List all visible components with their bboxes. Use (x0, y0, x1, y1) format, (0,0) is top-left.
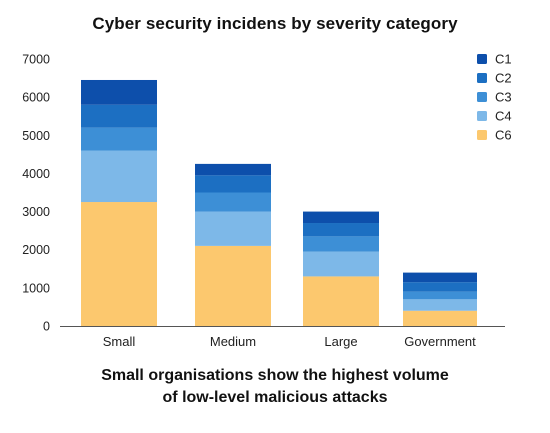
y-tick-label-4: 4000 (22, 167, 50, 181)
legend-swatch-c6 (477, 130, 487, 140)
caption-line-2: of low-level malicious attacks (162, 389, 388, 406)
y-tick-label-2: 2000 (22, 243, 50, 257)
bars (81, 79, 477, 326)
bar-large-c3 (303, 236, 379, 252)
legend-swatch-c2 (477, 73, 487, 83)
y-axis: 0 1000 2000 3000 4000 5000 6000 7000 (22, 53, 50, 334)
legend: C1 C2 C3 C4 C6 (477, 52, 512, 143)
bar-large-c4 (303, 251, 379, 277)
bar-large-c1 (303, 211, 379, 224)
bar-small-c1 (81, 79, 157, 105)
bar-medium-c1 (195, 163, 271, 176)
y-tick-label-0: 0 (43, 320, 50, 334)
bar-large-c6 (303, 276, 379, 326)
y-tick-label-6: 6000 (22, 91, 50, 105)
bar-government-c1 (403, 272, 477, 283)
bar-large-c2 (303, 223, 379, 237)
caption-line-1: Small organisations show the highest vol… (101, 367, 449, 384)
x-tick-label-government: Government (404, 334, 476, 349)
legend-label-c6: C6 (495, 128, 512, 143)
chart-caption: Small organisations show the highest vol… (0, 365, 550, 409)
legend-label-c4: C4 (495, 109, 512, 124)
legend-label-c3: C3 (495, 90, 512, 105)
legend-swatch-c3 (477, 92, 487, 102)
x-tick-label-small: Small (103, 334, 136, 349)
bar-small-c6 (81, 202, 157, 326)
x-axis: Small Medium Large Government (60, 326, 505, 349)
bar-medium-c2 (195, 175, 271, 193)
bar-government-c6 (403, 310, 477, 326)
y-tick-label-1: 1000 (22, 281, 50, 295)
legend-label-c1: C1 (495, 52, 512, 67)
y-tick-label-5: 5000 (22, 129, 50, 143)
bar-government-c4 (403, 299, 477, 311)
x-tick-label-medium: Medium (210, 334, 256, 349)
bar-small-c2 (81, 104, 157, 128)
bar-medium-c6 (195, 245, 271, 326)
legend-label-c2: C2 (495, 71, 512, 86)
legend-swatch-c1 (477, 54, 487, 64)
legend-swatch-c4 (477, 111, 487, 121)
x-tick-label-large: Large (324, 334, 357, 349)
bar-government-c2 (403, 282, 477, 292)
bar-medium-c3 (195, 192, 271, 212)
bar-government-c3 (403, 291, 477, 300)
bar-small-c3 (81, 127, 157, 151)
bar-medium-c4 (195, 211, 271, 246)
chart-title: Cyber security incidens by severity cate… (92, 14, 458, 33)
bar-small-c4 (81, 150, 157, 203)
y-tick-label-7: 7000 (22, 53, 50, 67)
y-tick-label-3: 3000 (22, 205, 50, 219)
